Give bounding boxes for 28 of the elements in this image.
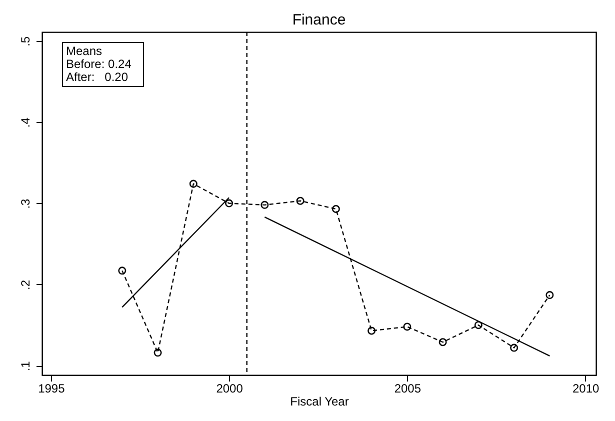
x-tick-label: 2010 <box>572 382 600 396</box>
point <box>510 344 518 352</box>
point <box>546 291 554 300</box>
y-tick-label: .3 <box>18 198 32 209</box>
point <box>225 199 234 208</box>
point <box>118 266 126 275</box>
annotation: Before: 0.24 <box>66 57 132 71</box>
y-tick-label: .1 <box>18 360 32 372</box>
x-tick-label: 1995 <box>38 382 66 396</box>
point <box>260 200 269 209</box>
chart-title: Finance <box>292 11 346 28</box>
point <box>154 348 162 357</box>
annotation: Means <box>66 44 104 58</box>
y-tick-label: .4 <box>18 117 32 128</box>
annotation: After: 0.20 <box>66 70 130 84</box>
point <box>189 180 198 188</box>
y-tick-label: .2 <box>18 280 32 290</box>
point <box>403 322 412 331</box>
x-axis-title: Fiscal Year <box>290 394 349 408</box>
y-tick-label: .5 <box>18 36 32 46</box>
point <box>438 338 447 346</box>
point <box>332 204 340 213</box>
note-box: Means Before: 0.24 After: 0.20 <box>62 42 144 87</box>
point <box>296 196 304 205</box>
point <box>368 326 376 335</box>
x-tick-label: 2005 <box>394 382 422 396</box>
x-tick-label: 2000 <box>216 382 244 396</box>
point <box>474 321 482 330</box>
